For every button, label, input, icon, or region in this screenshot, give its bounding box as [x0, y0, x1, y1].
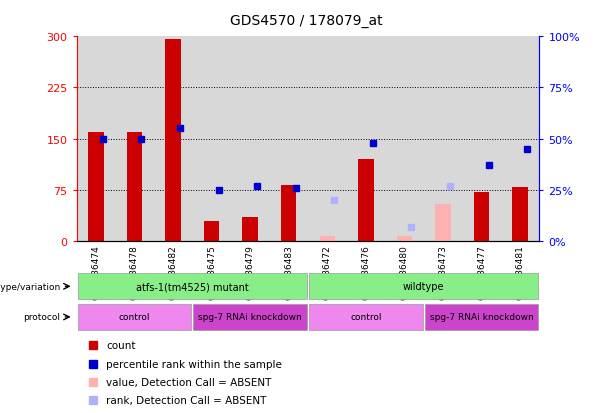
Bar [192, 37, 231, 242]
Bar [358, 160, 373, 242]
Bar [462, 37, 501, 242]
Bar [78, 304, 191, 330]
Text: wildtype: wildtype [403, 282, 444, 292]
Text: value, Detection Call = ABSENT: value, Detection Call = ABSENT [106, 377, 272, 387]
Text: GDS4570 / 178079_at: GDS4570 / 178079_at [230, 14, 383, 28]
Bar [425, 304, 538, 330]
Bar [435, 204, 451, 242]
Bar [231, 37, 270, 242]
Bar [270, 37, 308, 242]
Bar [78, 274, 307, 299]
Bar [308, 37, 346, 242]
Bar [204, 221, 219, 242]
Bar [77, 37, 115, 242]
Bar [397, 236, 412, 242]
Bar [424, 37, 462, 242]
Bar [154, 37, 192, 242]
Text: protocol: protocol [23, 313, 60, 322]
Bar [281, 186, 297, 242]
Bar [474, 192, 489, 242]
Bar [127, 133, 142, 242]
Bar [115, 37, 154, 242]
Text: genotype/variation: genotype/variation [0, 282, 60, 291]
Text: percentile rank within the sample: percentile rank within the sample [106, 359, 282, 369]
Bar [501, 37, 539, 242]
Text: spg-7 RNAi knockdown: spg-7 RNAi knockdown [430, 313, 533, 322]
Text: count: count [106, 341, 135, 351]
Bar [243, 218, 258, 242]
Bar [319, 236, 335, 242]
Bar [194, 304, 307, 330]
Bar [385, 37, 424, 242]
Text: control: control [119, 313, 150, 322]
Text: atfs-1(tm4525) mutant: atfs-1(tm4525) mutant [136, 282, 249, 292]
Text: rank, Detection Call = ABSENT: rank, Detection Call = ABSENT [106, 395, 266, 405]
Bar [309, 274, 538, 299]
Bar [166, 40, 181, 242]
Bar [309, 304, 422, 330]
Bar [512, 187, 528, 242]
Text: spg-7 RNAi knockdown: spg-7 RNAi knockdown [199, 313, 302, 322]
Text: control: control [350, 313, 382, 322]
Bar [346, 37, 385, 242]
Bar [88, 133, 104, 242]
